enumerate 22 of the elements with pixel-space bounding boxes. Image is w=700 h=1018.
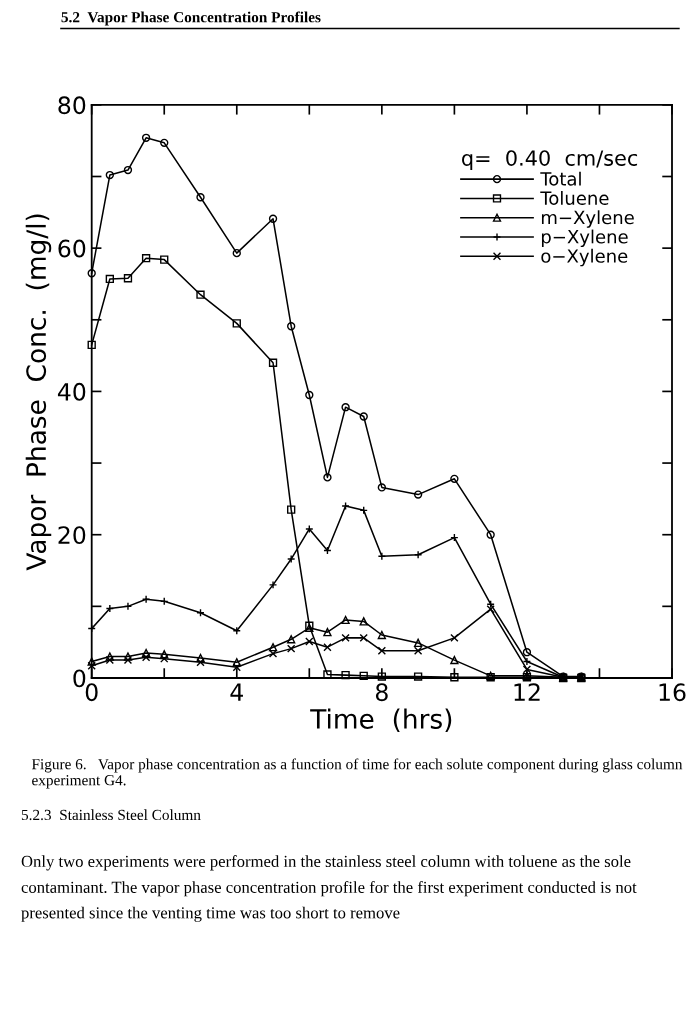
x-tick-label: 12: [514, 683, 540, 701]
x-tick-label: 0: [85, 683, 98, 702]
y-tick-label: 20: [58, 526, 86, 545]
text: Only two experiments were performed in the stainless steel column with toluene as the sole contaminant. The vapor phase concentration profile for the first experiment conducted is not presented since the venting time was too short to remove: [21, 855, 637, 922]
caption: Figure 6. Vapor phase concentration as a function of time for each solute component during glass column experiment G4.: [31, 758, 683, 789]
legend-label: o−Xylene: [541, 248, 628, 267]
legend-title: q= 0.40 cm/sec: [462, 150, 638, 170]
text: 5.2.3 Stainless Steel Column: [21, 809, 201, 821]
x-tick-label: 4: [230, 683, 243, 701]
y-tick-label: 80: [58, 96, 86, 115]
y-tick-label: 40: [57, 382, 86, 401]
y-tick-label: 0: [73, 669, 86, 688]
x-tick-label: 8: [375, 683, 388, 702]
x-axis-title: Time (hrs): [310, 708, 452, 733]
y-axis-title: Vapor Phase Conc. (mg/l): [25, 214, 52, 571]
chart-title: 5.2 Vapor Phase Concentration Profiles: [61, 11, 321, 26]
y-tick-label: 60: [58, 239, 86, 258]
legend-label: m−Xylene: [541, 210, 634, 228]
legend-label: Total: [540, 171, 581, 186]
legend-label: p−Xylene: [541, 229, 628, 248]
x-tick-label: 16: [659, 683, 686, 702]
legend-label: Toluene: [540, 191, 609, 205]
